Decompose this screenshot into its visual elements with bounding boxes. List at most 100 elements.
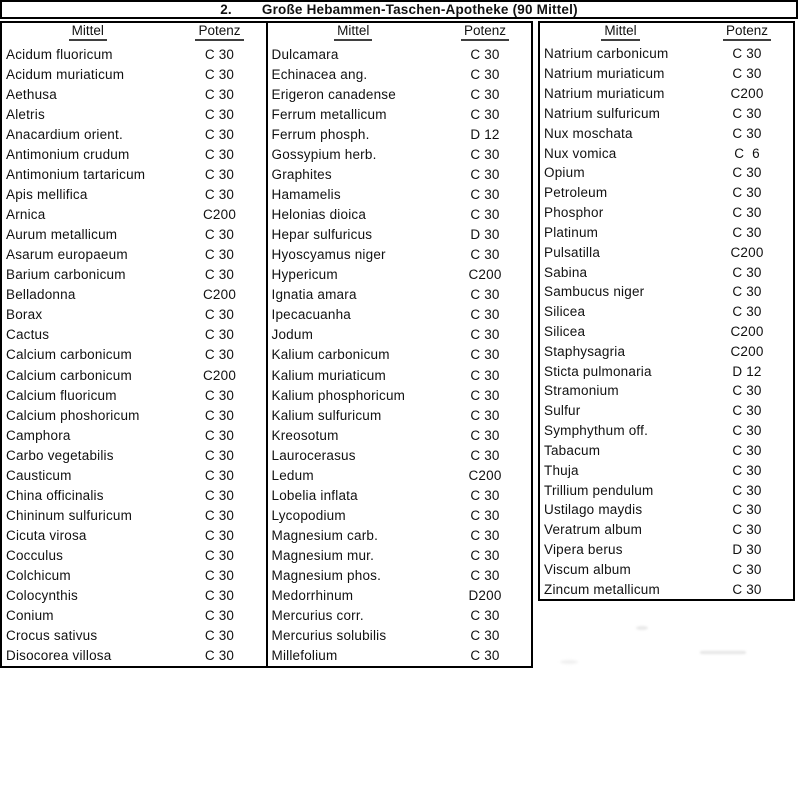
header-mittel: Mittel xyxy=(540,23,701,41)
remedy-name: Sabina xyxy=(544,264,588,280)
table-row: Magnesium carb. C 30 xyxy=(268,526,532,546)
potency-value: C 30 xyxy=(470,46,500,62)
potency-value: C 30 xyxy=(470,247,500,263)
table-row: Stramonium C 30 xyxy=(540,381,793,401)
remedy-name: Anacardium orient. xyxy=(6,126,123,142)
potency-value: C 30 xyxy=(732,502,762,518)
table-row: Gossypium herb. C 30 xyxy=(268,144,532,164)
table-row: Ferrum metallicum C 30 xyxy=(268,104,532,124)
remedy-name: Borax xyxy=(6,307,43,323)
table-row: Cicuta virosa C 30 xyxy=(2,526,266,546)
table-row: Cactus C 30 xyxy=(2,325,266,345)
potency-value: C 30 xyxy=(204,347,235,363)
remedy-name: Ferrum phosph. xyxy=(271,126,370,142)
remedy-name: Tabacum xyxy=(544,442,601,458)
remedy-name: Silicea xyxy=(544,324,586,339)
potency-value: C 30 xyxy=(204,447,235,463)
potency-value: C 30 xyxy=(470,548,500,564)
potency-value: C 30 xyxy=(470,528,500,544)
potency-value: C 30 xyxy=(470,407,500,423)
remedy-name: Phosphor xyxy=(544,205,604,221)
remedy-name: Magnesium mur. xyxy=(271,548,375,564)
table-row: Opium C 30 xyxy=(540,163,793,183)
potency-value: C 30 xyxy=(204,186,235,202)
remedy-name: Kreosotum xyxy=(271,427,339,443)
potency-value: C 30 xyxy=(470,568,500,584)
header-potenz: Potenz xyxy=(439,23,531,41)
remedy-name: Hyoscyamus niger xyxy=(271,247,386,263)
remedy-name: Nux moschata xyxy=(544,125,633,141)
potency-value: C 30 xyxy=(470,186,500,202)
remedy-name: Barium carbonicum xyxy=(6,267,126,283)
remedy-name: Vipera berus xyxy=(544,542,623,558)
potency-value: C 6 xyxy=(734,145,760,161)
potency-value: C 30 xyxy=(732,205,762,221)
potency-value: C 30 xyxy=(732,403,762,419)
table-row: Silicea C 30 xyxy=(540,302,793,322)
potency-value: C 30 xyxy=(204,146,235,162)
remedy-name: Viscum album xyxy=(544,561,631,577)
remedy-name: Helonias dioica xyxy=(271,207,367,223)
remedy-name: Acidum muriaticum xyxy=(6,66,125,82)
scan-artifact xyxy=(560,660,578,664)
potency-value: C200 xyxy=(202,287,237,303)
remedy-name: Arnica xyxy=(6,207,46,223)
remedy-name: Carbo vegetabilis xyxy=(6,447,114,463)
remedy-name: Cicuta virosa xyxy=(6,528,87,544)
table-row: Kalium phosphoricum C 30 xyxy=(268,385,532,405)
table-row: Sticta pulmonaria D 12 xyxy=(540,361,793,381)
potency-value: C 30 xyxy=(204,166,235,182)
remedy-name: Jodum xyxy=(271,327,314,343)
remedy-name: Kalium phosphoricum xyxy=(271,387,406,403)
table-row: Kalium muriaticum C 30 xyxy=(268,365,532,385)
potency-value: C 30 xyxy=(204,126,235,142)
table-row: Mercurius corr. C 30 xyxy=(268,606,532,626)
header-mittel: Mittel xyxy=(268,23,440,41)
potency-value: C 30 xyxy=(470,327,500,343)
table-row: Calcium carbonicum C 30 xyxy=(2,345,266,365)
potency-value: C 30 xyxy=(732,66,762,82)
table-row: Nux vomica C 6 xyxy=(540,143,793,163)
remedy-name: Stramonium xyxy=(544,383,619,399)
remedy-name: Lycopodium xyxy=(271,507,346,523)
column-header: Mittel Potenz xyxy=(540,23,793,44)
potency-value: C 30 xyxy=(204,588,235,604)
table-row: Calcium phoshoricum C 30 xyxy=(2,405,266,425)
potency-value: C 30 xyxy=(470,106,500,122)
header-mittel-label: Mittel xyxy=(601,23,640,41)
remedy-name: Causticum xyxy=(6,467,72,483)
remedy-name: Calcium carbonicum xyxy=(6,347,132,363)
potency-value: C 30 xyxy=(732,264,762,280)
remedy-name: Veratrum album xyxy=(544,522,643,538)
table-row: Veratrum album C 30 xyxy=(540,520,793,540)
table-row: Ignatia amara C 30 xyxy=(268,285,532,305)
potency-value: C 30 xyxy=(204,327,235,343)
potency-value: C 30 xyxy=(470,447,500,463)
table-row: Echinacea ang. C 30 xyxy=(268,64,532,84)
table-row: Sambucus niger C 30 xyxy=(540,282,793,302)
table-row: Lobelia inflata C 30 xyxy=(268,485,532,505)
potency-value: C 30 xyxy=(732,561,762,577)
potency-value: C 30 xyxy=(204,568,235,584)
potency-value: C 30 xyxy=(732,224,762,240)
remedy-name: Kalium sulfuricum xyxy=(271,407,382,423)
table-row: Medorrhinum D200 xyxy=(268,586,532,606)
column-header: Mittel Potenz xyxy=(2,23,266,44)
table-row: Magnesium phos. C 30 xyxy=(268,566,532,586)
potency-value: C200 xyxy=(202,207,237,223)
table-row: Trillium pendulum C 30 xyxy=(540,480,793,500)
potency-value: D 12 xyxy=(470,126,500,142)
table-row: Zincum metallicum C 30 xyxy=(540,579,793,599)
remedy-name: Cocculus xyxy=(6,548,64,564)
remedy-name: Mercurius corr. xyxy=(271,608,364,624)
potency-value: C 30 xyxy=(204,407,235,423)
table-row: Belladonna C200 xyxy=(2,285,266,305)
remedy-name: Platinum xyxy=(544,224,599,240)
remedy-name: Nux vomica xyxy=(544,145,617,161)
remedy-name: Natrium muriaticum xyxy=(544,86,665,102)
potency-value: C 30 xyxy=(204,66,235,82)
header-potenz-label: Potenz xyxy=(722,23,772,41)
remedy-name: Aurum metallicum xyxy=(6,227,118,243)
table-row: Ferrum phosph. D 12 xyxy=(268,124,532,144)
table-row: Millefolium C 30 xyxy=(268,646,532,666)
